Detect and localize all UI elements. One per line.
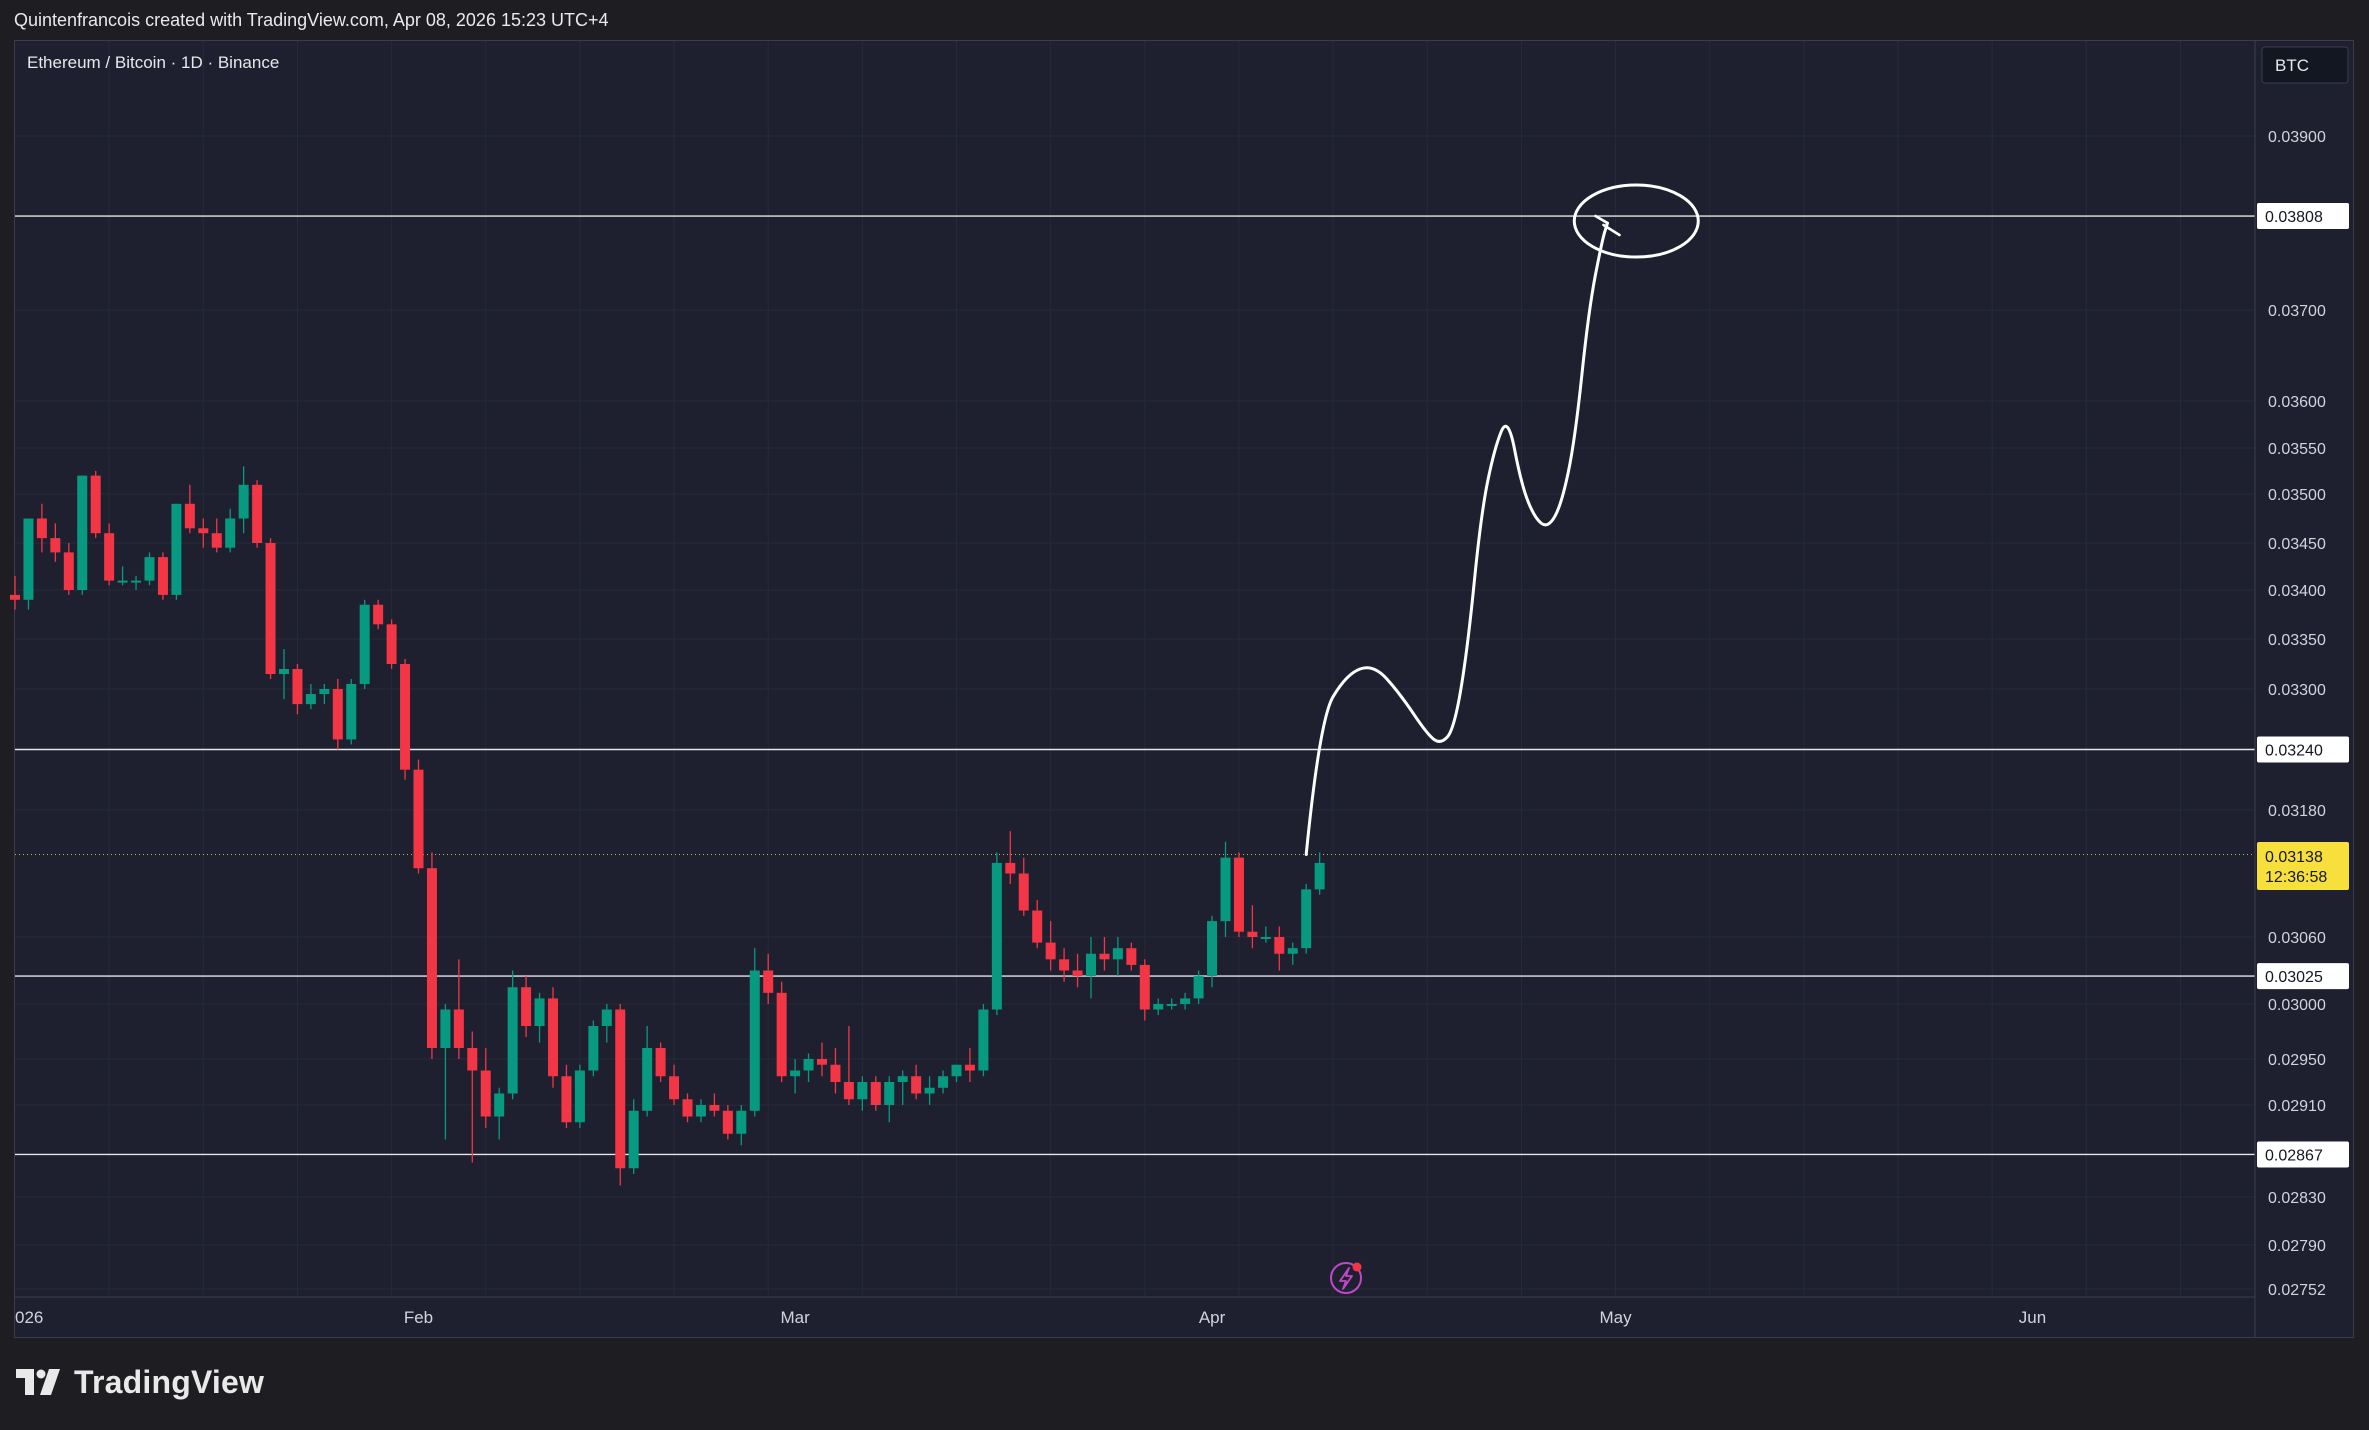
top-bar: Quintenfrancois created with TradingView… xyxy=(0,0,2369,40)
tradingview-logo-icon xyxy=(16,1369,60,1395)
chart-credit: Quintenfrancois created with TradingView… xyxy=(14,10,609,30)
brand-logo[interactable]: TradingView xyxy=(16,1362,264,1402)
footer xyxy=(0,1340,2369,1430)
chart-frame xyxy=(14,40,2354,1338)
brand-name: TradingView xyxy=(74,1363,265,1400)
symbol-title[interactable]: Ethereum / Bitcoin · 1D · Binance xyxy=(27,53,280,72)
